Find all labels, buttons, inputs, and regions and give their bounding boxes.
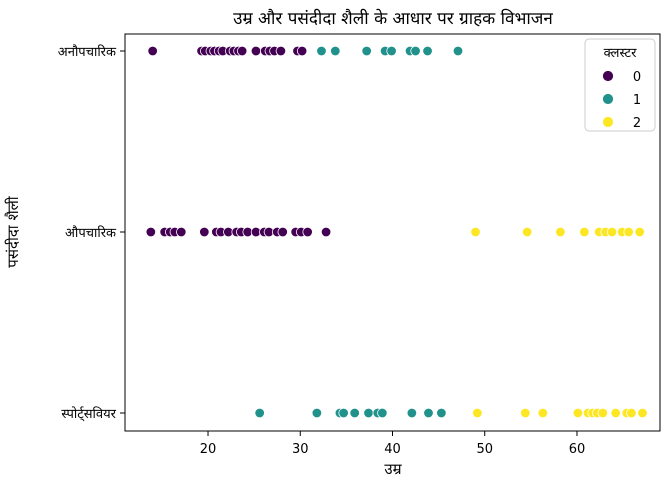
data-point bbox=[520, 407, 531, 419]
x-tick-label: 40 bbox=[384, 442, 401, 457]
data-point bbox=[145, 226, 157, 238]
data-point bbox=[637, 407, 648, 419]
data-point bbox=[377, 407, 388, 419]
data-point bbox=[316, 45, 327, 57]
legend-label: 0 bbox=[633, 70, 641, 85]
data-point bbox=[338, 407, 349, 419]
legend-title: क्लस्टर bbox=[604, 46, 638, 61]
y-tick-label: अनौपचारिक bbox=[58, 44, 117, 60]
x-tick-label: 20 bbox=[200, 442, 217, 457]
legend-marker bbox=[602, 116, 614, 128]
chart-title: उम्र और पसंदीदा शैली के आधार पर ग्राहक व… bbox=[233, 8, 553, 29]
legend-marker bbox=[602, 93, 614, 105]
x-axis-label: उम्र bbox=[384, 460, 402, 478]
data-point bbox=[320, 226, 332, 238]
data-point bbox=[537, 407, 549, 419]
data-point bbox=[472, 407, 483, 419]
data-points bbox=[145, 45, 648, 419]
data-point bbox=[626, 407, 637, 419]
data-point bbox=[349, 407, 360, 419]
data-point bbox=[610, 407, 621, 419]
data-point bbox=[277, 226, 288, 238]
data-point bbox=[254, 407, 265, 419]
y-axis-label: पसंदीदा शैली bbox=[4, 195, 22, 267]
data-point bbox=[363, 407, 374, 419]
data-point bbox=[422, 45, 433, 57]
data-point bbox=[296, 45, 308, 57]
y-tick-label: स्पोर्ट्सवियर bbox=[61, 406, 116, 422]
data-point bbox=[199, 226, 210, 238]
data-point bbox=[555, 226, 566, 238]
x-tick-label: 50 bbox=[476, 442, 493, 457]
data-point bbox=[311, 407, 323, 419]
legend-label: 2 bbox=[633, 116, 641, 131]
data-point bbox=[623, 226, 634, 238]
data-point bbox=[302, 226, 313, 238]
data-point bbox=[597, 407, 609, 419]
legend-box bbox=[584, 38, 656, 132]
legend-label: 1 bbox=[633, 93, 641, 108]
data-point bbox=[275, 45, 287, 57]
data-point bbox=[250, 45, 262, 57]
data-point bbox=[176, 226, 187, 238]
legend-marker bbox=[602, 70, 614, 82]
data-point bbox=[423, 407, 434, 419]
data-point bbox=[236, 45, 248, 57]
data-point bbox=[361, 45, 372, 57]
data-point bbox=[572, 407, 584, 419]
data-point bbox=[406, 407, 418, 419]
data-point bbox=[330, 45, 341, 57]
data-point bbox=[436, 407, 447, 419]
x-tick-label: 30 bbox=[292, 442, 309, 457]
x-axis: 20 30 40 50 60 bbox=[200, 431, 586, 457]
legend: क्लस्टर 0 1 2 bbox=[584, 38, 656, 132]
data-point bbox=[606, 226, 618, 238]
y-axis: अनौपचारिक औपचारिक स्पोर्ट्सवियर bbox=[58, 44, 125, 422]
data-point bbox=[386, 45, 397, 57]
data-point bbox=[452, 45, 464, 57]
data-point bbox=[521, 226, 533, 238]
data-point bbox=[579, 226, 590, 238]
data-point bbox=[410, 45, 421, 57]
y-tick-label: औपचारिक bbox=[65, 225, 117, 241]
x-tick-label: 60 bbox=[569, 442, 586, 457]
data-point bbox=[470, 226, 481, 238]
data-point bbox=[634, 226, 645, 238]
data-point bbox=[147, 45, 158, 57]
